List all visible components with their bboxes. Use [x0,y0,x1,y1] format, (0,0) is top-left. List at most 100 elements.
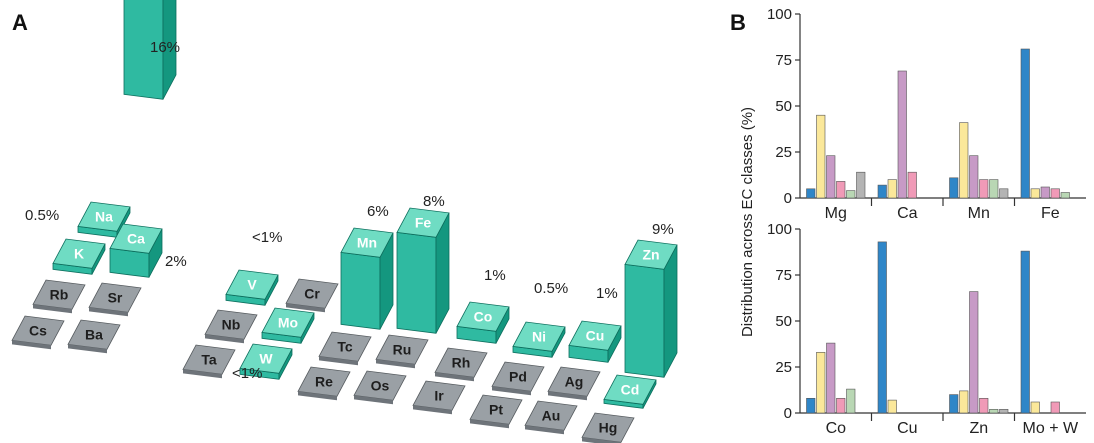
bar-chart-1: 0 25 50 75 100 Mg Ca Mn Fe [767,6,1086,222]
bar-mn-3 [969,155,979,199]
bar-fe-1 [1020,48,1030,199]
element-symbol: Tc [337,339,353,355]
bar-zn-3 [969,291,979,414]
element-symbol: Zn [642,247,659,263]
bar-mg-4 [836,181,846,199]
bar-co-1 [806,397,816,414]
element-symbol: Cr [304,286,320,302]
bar-co-3 [826,342,836,414]
bar-ca-1 [877,184,887,199]
element-percent-label: <1% [232,365,262,382]
element-tile-hg: Hg [581,412,635,443]
bar-fe-2 [1030,188,1040,199]
bar-co-2 [816,351,826,414]
element-symbol: Cd [621,382,640,398]
bar-mow-4 [1050,401,1060,414]
element-tile-ca: Ca 2% [109,223,187,278]
element-tile-nb: Nb [204,309,258,344]
element-symbol: Hg [599,420,618,436]
bar-cu-1 [877,241,887,414]
element-tile-re: Re [297,366,351,401]
element-symbol: Pt [489,402,503,418]
element-symbol: Cs [29,323,47,339]
y-tick-label: 100 [767,221,792,238]
bar-mg-2 [816,114,826,199]
element-tile-na: Na [77,201,131,238]
element-percent-label: 1% [484,267,506,284]
bar-mow-1 [1020,250,1030,414]
element-symbol: Re [315,374,333,390]
element-tile-v: V <1% [225,229,282,306]
panel-a-periodic-table: AMg16%NaK0.5%Ca2%RbSrCsBaV<1%CrNbMoTaW<1… [11,0,678,443]
element-symbol: Rb [50,287,69,303]
element-symbol: Pd [509,369,527,385]
bar-fe-5 [1060,192,1070,199]
element-tile-cd: Cd [603,374,657,409]
bar-mn-6 [999,188,1009,199]
element-percent-label: 1% [596,285,618,302]
bar-ca-4 [907,171,917,199]
y-tick-label: 75 [775,267,792,284]
element-tile-cs: Cs [11,315,65,350]
y-tick-label: 25 [775,144,792,161]
bar-mg-5 [846,190,856,199]
element-tile-tc: Tc [318,331,372,366]
element-tile-mg: Mg16% [123,0,180,100]
bar-co-5 [846,388,856,414]
element-symbol: Cu [586,328,605,344]
element-percent-label: 16% [150,39,180,56]
bar-zn-2 [959,390,969,414]
bar-ca-2 [887,179,897,199]
x-category-label: Mg [825,205,847,222]
element-tile-ba: Ba [67,319,121,354]
y-axis-label: Distribution across EC classes (%) [739,107,756,337]
element-symbol: Ir [434,388,444,404]
element-tile-pd: Pd [491,361,545,396]
element-tile-os: Os [353,370,407,405]
bar-mg-3 [826,155,836,199]
element-symbol: K [74,246,84,262]
element-tile-rh: Rh [434,347,488,382]
element-symbol: Ca [127,231,145,247]
element-percent-label: <1% [252,229,282,246]
bar-mg-6 [856,171,866,199]
element-symbol: Os [371,378,390,394]
element-percent-label: 6% [367,203,389,220]
y-tick-label: 50 [775,313,792,330]
element-tile-co: Co 1% [456,267,510,344]
element-tile-zn: Zn 9% [624,221,678,378]
element-percent-label: 9% [652,221,674,238]
element-tile-cu: Cu 1% [568,285,622,363]
y-tick-label: 0 [784,405,792,422]
x-category-label: Fe [1041,205,1060,222]
x-category-label: Co [826,420,847,437]
element-symbol: Au [542,408,561,424]
bar-chart-2: 0 25 50 75 100 Co Cu Zn Mo + W [767,221,1086,437]
element-symbol: Co [474,309,493,325]
element-tile-au: Au [524,400,578,435]
bar-mow-2 [1030,401,1040,414]
bar-zn-6 [999,408,1009,414]
element-symbol: Ni [532,329,546,345]
element-symbol: Mo [278,315,298,331]
element-tile-pt: Pt [469,394,523,429]
y-tick-label: 0 [784,190,792,207]
element-tile-w: W<1% [232,343,293,382]
element-percent-label: 0.5% [25,207,59,224]
element-tile-cr: Cr [285,278,339,313]
y-tick-label: 75 [775,52,792,69]
element-symbol: Mn [357,235,377,251]
y-tick-label: 25 [775,359,792,376]
element-symbol: Ag [565,374,584,390]
element-percent-label: 8% [423,193,445,210]
element-symbol: Nb [222,317,241,333]
bar-zn-1 [949,394,959,414]
bar-zn-5 [989,408,999,414]
element-percent-label: 0.5% [534,280,568,297]
element-tile-sr: Sr [88,282,142,317]
element-tile-ru: Ru [375,334,429,369]
panel-a-letter: A [12,10,28,35]
element-symbol: Fe [415,215,432,231]
element-tile-mn: Mn 6% [340,203,394,330]
element-symbol: Sr [108,290,123,306]
